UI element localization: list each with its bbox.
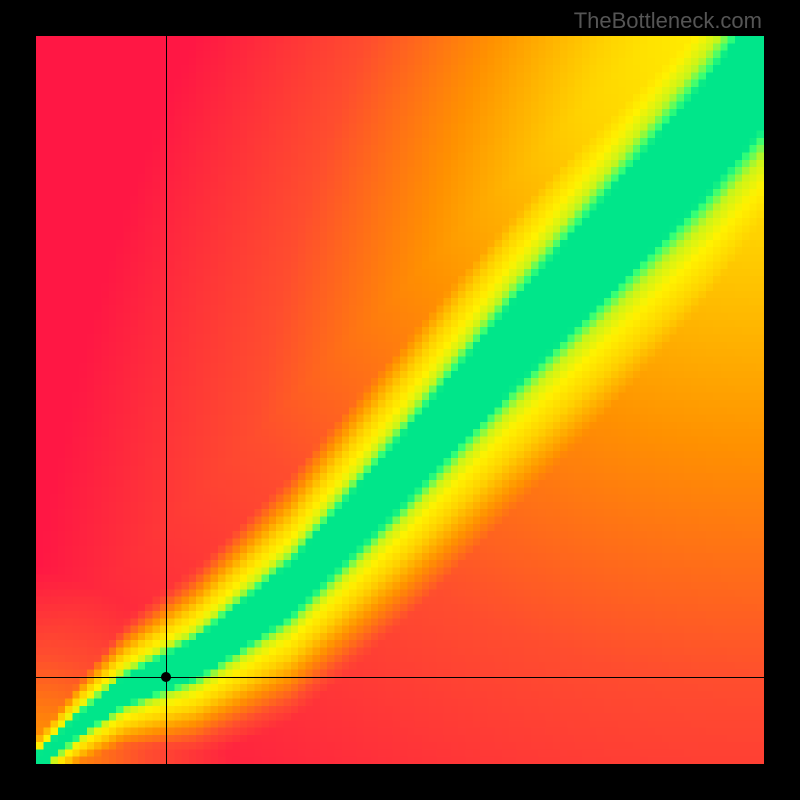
crosshair-vertical bbox=[166, 36, 167, 764]
heatmap-plot bbox=[36, 36, 764, 764]
heatmap-canvas bbox=[36, 36, 764, 764]
crosshair-horizontal bbox=[36, 677, 764, 678]
marker-point bbox=[161, 672, 171, 682]
watermark-text: TheBottleneck.com bbox=[574, 8, 762, 34]
